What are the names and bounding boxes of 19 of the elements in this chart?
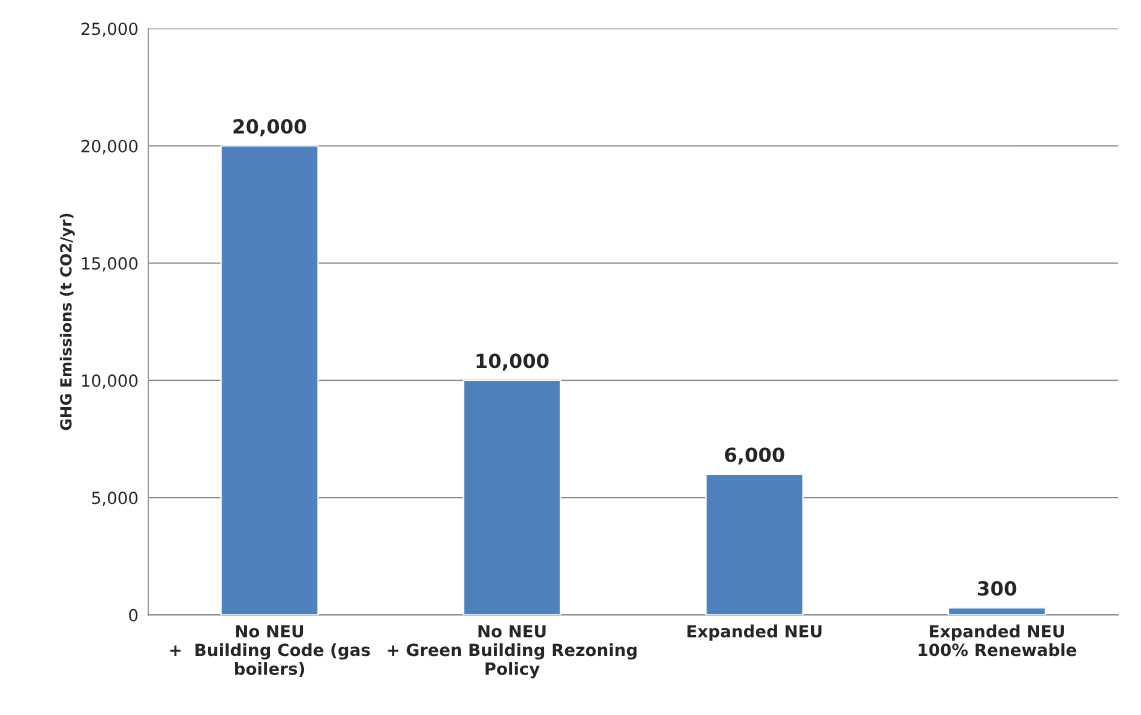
y-tick-label: 0: [129, 608, 138, 622]
x-tick-label: Expanded NEU: [687, 624, 822, 641]
y-tick-label: 25,000: [81, 22, 138, 37]
y-tick-label: 20,000: [81, 139, 138, 155]
y-axis-title: GHG Emissions (t CO2/yr): [59, 213, 75, 431]
data-label: 6,000: [724, 447, 785, 465]
data-label: 20,000: [233, 119, 307, 137]
bar: [220, 145, 319, 615]
x-tick-label: No NEU + Building Code (gas boilers): [170, 625, 370, 677]
bar: [462, 379, 562, 615]
data-label: 10,000: [476, 353, 549, 371]
bar: [947, 607, 1047, 615]
x-tick-label: Expanded NEU 100% Renewable: [918, 624, 1077, 657]
bar: [705, 473, 804, 615]
y-tick-label: 10,000: [82, 374, 138, 389]
x-tick-label: No NEU + Green Building Rezoning Policy: [387, 625, 637, 679]
y-tick-label: 15,000: [82, 257, 138, 272]
y-tick-label: 5,000: [92, 491, 138, 506]
data-label: 300: [977, 581, 1017, 596]
